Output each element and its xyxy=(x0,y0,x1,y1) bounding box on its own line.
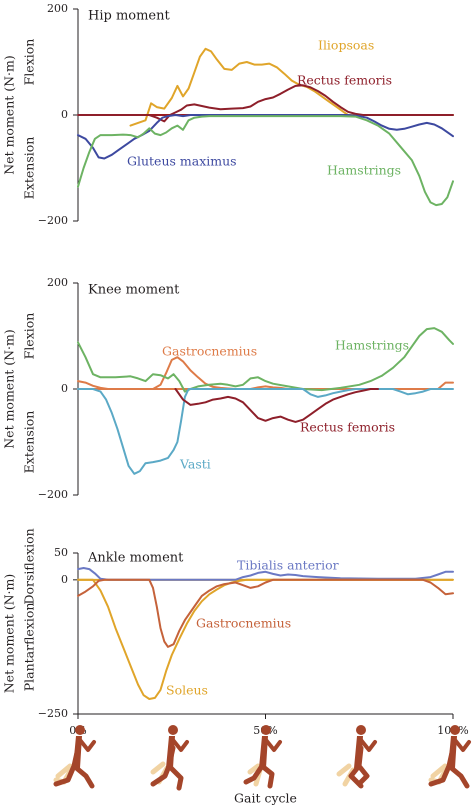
ankle-y-tick-label: −250 xyxy=(38,707,68,720)
knee-series-rectus-femoris xyxy=(174,388,379,423)
knee-label-hamstrings: Hamstrings xyxy=(335,338,409,353)
hip-label-gluteus-maximus: Gluteus maximus xyxy=(127,154,237,169)
hip-series-iliopsoas xyxy=(129,47,454,127)
knee-positive-direction-label: Flexion xyxy=(22,313,37,360)
knee-label-vasti: Vasti xyxy=(179,457,211,472)
hip-series-rectus-femoris xyxy=(77,84,454,123)
knee-y-tick-label: −200 xyxy=(38,488,68,501)
knee-y-axis-label: Net moment (N·m) xyxy=(2,329,17,449)
ankle-y-tick-label: 50 xyxy=(54,546,68,559)
runner-front-limbs xyxy=(348,745,370,789)
hip-series-hamstrings xyxy=(77,115,454,207)
knee-moment-panel: Knee moment 200 0 −200 Net moment (N·m) Flexi… xyxy=(2,276,454,501)
ankle-series-soleus xyxy=(77,578,454,700)
hip-label-iliopsoas: Iliopsoas xyxy=(318,38,374,53)
ankle-label-gastrocnemius: Gastrocnemius xyxy=(196,616,291,631)
hip-positive-direction-label: Flexion xyxy=(22,39,37,86)
hip-moment-panel: Hip moment 200 0 −200 Net moment (N·m) Flexio… xyxy=(2,2,454,227)
hip-y-tick-label: −200 xyxy=(38,214,68,227)
runner-front-limbs xyxy=(243,745,275,789)
knee-label-rectus-femoris: Rectus femoris xyxy=(300,420,395,435)
runner-25pct-runner-figure-icon xyxy=(150,725,189,791)
ankle-negative-direction-label: Plantarflexion xyxy=(22,603,37,692)
hip-y-tick-label: 200 xyxy=(47,2,68,15)
runner-arm xyxy=(453,738,471,752)
knee-negative-direction-label: Extension xyxy=(22,411,37,474)
runner-head xyxy=(168,725,178,735)
knee-label-gastrocnemius: Gastrocnemius xyxy=(162,344,257,359)
runner-front-limbs xyxy=(53,745,95,789)
hip-panel-title: Hip moment xyxy=(88,9,170,24)
hip-label-hamstrings: Hamstrings xyxy=(327,163,401,178)
runner-arm xyxy=(78,738,96,752)
knee-y-tick-label: 0 xyxy=(61,382,68,395)
ankle-panel-title: Ankle moment xyxy=(87,551,184,566)
hip-label-rectus-femoris: Rectus femoris xyxy=(297,73,392,88)
runner-100pct-runner-figure-icon xyxy=(428,725,471,789)
hip-negative-direction-label: Extension xyxy=(22,137,37,200)
ankle-series-tibialis-anterior xyxy=(77,567,454,581)
x-axis-label: Gait cycle xyxy=(234,791,297,806)
runner-strip xyxy=(53,725,471,791)
ankle-y-tick-label: 0 xyxy=(61,573,68,586)
runner-75pct-runner-figure-icon xyxy=(336,725,377,789)
runner-head xyxy=(261,725,271,735)
runner-front-limbs xyxy=(150,745,184,791)
ankle-series-gastrocnemius xyxy=(77,578,454,648)
runner-head xyxy=(450,725,460,735)
ankle-y-axis-label: Net moment (N·m) xyxy=(2,574,17,694)
knee-series-gastrocnemius xyxy=(77,356,454,390)
knee-series-vasti xyxy=(77,388,454,475)
knee-panel-title: Knee moment xyxy=(88,283,180,298)
runner-arm xyxy=(171,738,189,752)
knee-y-tick-label: 200 xyxy=(47,276,68,289)
hip-series-gluteus-maximus xyxy=(77,114,454,160)
hip-y-tick-label: 0 xyxy=(61,108,68,121)
ankle-label-tibialis-anterior: Tibialis anterior xyxy=(237,558,339,573)
ankle-positive-direction-label: Dorsiflexion xyxy=(22,528,37,604)
runner-arm xyxy=(359,738,377,752)
ankle-moment-panel: Ankle moment 50 0 −250 Net moment (N·m) Dorsi… xyxy=(2,528,469,805)
ankle-label-soleus: Soleus xyxy=(166,683,208,698)
runner-front-limbs xyxy=(428,745,470,789)
knee-series-hamstrings xyxy=(77,327,454,393)
runner-50pct-runner-figure-icon xyxy=(243,725,282,789)
runner-0pct-runner-figure-icon xyxy=(53,725,96,789)
runner-head xyxy=(75,725,85,735)
runner-head xyxy=(356,725,366,735)
runner-arm xyxy=(264,738,282,752)
hip-y-axis-label: Net moment (N·m) xyxy=(2,55,17,175)
